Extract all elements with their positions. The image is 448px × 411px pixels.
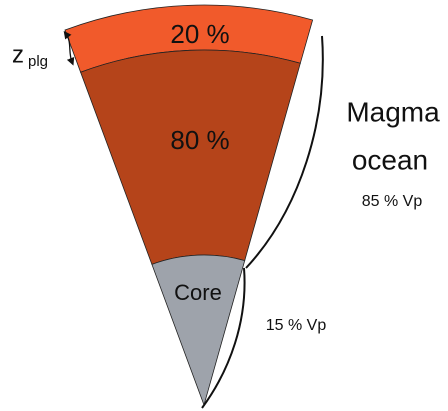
core-label: Core (174, 280, 222, 305)
top-layer-label: 20 % (170, 19, 229, 49)
core-bracket (201, 267, 246, 409)
magma-vp: 85 % Vp (362, 193, 423, 210)
z-subscript: plg (28, 53, 48, 70)
middle-layer-label: 80 % (170, 125, 229, 155)
z-label: z (12, 41, 24, 68)
core-layer (151, 254, 246, 407)
core-vp: 15 % Vp (266, 317, 327, 334)
magma-label-2: ocean (352, 144, 428, 175)
thickness-arrow (63, 30, 75, 66)
magma-bracket (245, 35, 324, 269)
magma-label-1: Magma (346, 96, 440, 127)
middle-layer (80, 49, 301, 265)
